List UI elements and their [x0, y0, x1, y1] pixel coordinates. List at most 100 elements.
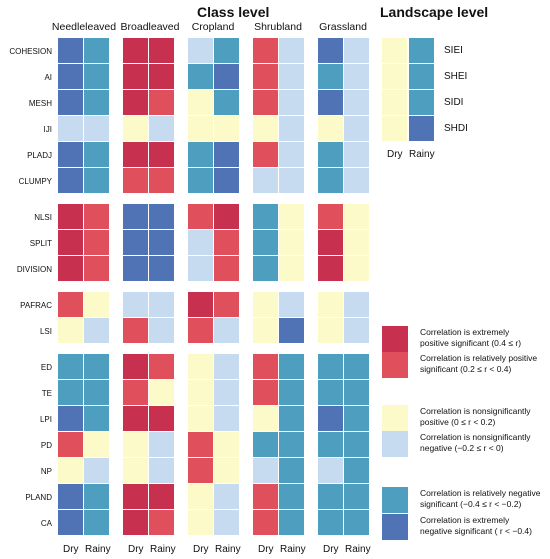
dry-label: Dry — [323, 544, 339, 555]
heatmap-cell — [84, 292, 109, 317]
heatmap-cell — [123, 484, 148, 509]
heatmap-cell — [84, 256, 109, 281]
row-label-ai: AI — [0, 73, 52, 83]
heatmap-cell — [344, 432, 369, 457]
heatmap-cell — [149, 458, 174, 483]
heatmap-cell — [253, 64, 278, 89]
heatmap-cell — [188, 38, 213, 63]
heatmap-cell — [279, 204, 304, 229]
landscape-cell — [409, 90, 434, 115]
heatmap-cell — [253, 484, 278, 509]
heatmap-cell — [344, 292, 369, 317]
heatmap-cell — [58, 64, 83, 89]
heatmap-cell — [149, 142, 174, 167]
heatmap-cell — [123, 168, 148, 193]
heatmap-cell — [214, 90, 239, 115]
landscape-rainy-label: Rainy — [409, 149, 435, 160]
row-label-mesh: MESH — [0, 99, 52, 109]
heatmap-cell — [123, 510, 148, 535]
row-label-te: TE — [0, 389, 52, 399]
heatmap-cell — [188, 406, 213, 431]
heatmap-cell — [123, 142, 148, 167]
legend-swatch — [382, 405, 408, 431]
heatmap-cell — [149, 406, 174, 431]
heatmap-cell — [253, 510, 278, 535]
row-label-ed: ED — [0, 363, 52, 373]
heatmap-cell — [214, 230, 239, 255]
heatmap-cell — [123, 318, 148, 343]
heatmap-cell — [123, 292, 148, 317]
legend-text: Correlation is nonsignificantly — [420, 406, 531, 417]
heatmap-cell — [58, 230, 83, 255]
heatmap-cell — [253, 380, 278, 405]
heatmap-cell — [279, 318, 304, 343]
heatmap-cell — [344, 406, 369, 431]
heatmap-cell — [188, 354, 213, 379]
heatmap-cell — [279, 354, 304, 379]
heatmap-cell — [214, 484, 239, 509]
heatmap-cell — [123, 90, 148, 115]
heatmap-cell — [149, 116, 174, 141]
heatmap-cell — [149, 230, 174, 255]
heatmap-cell — [279, 116, 304, 141]
heatmap-cell — [318, 256, 343, 281]
heatmap-cell — [344, 64, 369, 89]
heatmap-cell — [214, 168, 239, 193]
heatmap-cell — [149, 38, 174, 63]
row-label-np: NP — [0, 467, 52, 477]
heatmap-cell — [344, 116, 369, 141]
heatmap-cell — [188, 64, 213, 89]
heatmap-cell — [58, 318, 83, 343]
row-label-pladj: PLADJ — [0, 151, 52, 161]
heatmap-cell — [318, 142, 343, 167]
heatmap-cell — [149, 204, 174, 229]
landscape-cell — [382, 116, 407, 141]
heatmap-cell — [344, 230, 369, 255]
heatmap-cell — [253, 458, 278, 483]
heatmap-cell — [318, 432, 343, 457]
legend-text: significant (0.2 ≤ r < 0.4) — [420, 364, 511, 375]
landscape-cell — [409, 116, 434, 141]
heatmap-cell — [318, 64, 343, 89]
rainy-label: Rainy — [280, 544, 306, 555]
heatmap-cell — [188, 90, 213, 115]
heatmap-cell — [253, 230, 278, 255]
legend-text: negative (−0.2 ≤ r < 0) — [420, 443, 504, 454]
heatmap-cell — [149, 90, 174, 115]
heatmap-cell — [318, 90, 343, 115]
heatmap-cell — [253, 318, 278, 343]
heatmap-cell — [84, 458, 109, 483]
heatmap-cell — [58, 406, 83, 431]
heatmap-cell — [58, 484, 83, 509]
heatmap-cell — [188, 142, 213, 167]
heatmap-cell — [123, 354, 148, 379]
heatmap-cell — [253, 406, 278, 431]
heatmap-cell — [123, 380, 148, 405]
heatmap-cell — [123, 432, 148, 457]
heatmap-cell — [188, 484, 213, 509]
landscape-label-shei: SHEI — [444, 71, 467, 83]
heatmap-cell — [344, 510, 369, 535]
heatmap-cell — [344, 38, 369, 63]
row-label-lpi: LPI — [0, 415, 52, 425]
heatmap-cell — [84, 38, 109, 63]
legend-text: Correlation is extremely — [420, 515, 509, 526]
heatmap-cell — [84, 204, 109, 229]
heatmap-cell — [84, 432, 109, 457]
heatmap-cell — [253, 142, 278, 167]
landscape-level-title: Landscape level — [380, 4, 488, 20]
heatmap-cell — [58, 142, 83, 167]
landscape-label-sidi: SIDI — [444, 97, 463, 109]
heatmap-cell — [58, 380, 83, 405]
heatmap-cell — [253, 292, 278, 317]
heatmap-cell — [253, 168, 278, 193]
heatmap-cell — [149, 318, 174, 343]
dry-label: Dry — [193, 544, 209, 555]
heatmap-cell — [279, 406, 304, 431]
heatmap-cell — [58, 90, 83, 115]
heatmap-cell — [188, 204, 213, 229]
heatmap-cell — [279, 64, 304, 89]
dry-label: Dry — [63, 544, 79, 555]
rainy-label: Rainy — [150, 544, 176, 555]
row-label-division: DIVISION — [0, 265, 52, 275]
